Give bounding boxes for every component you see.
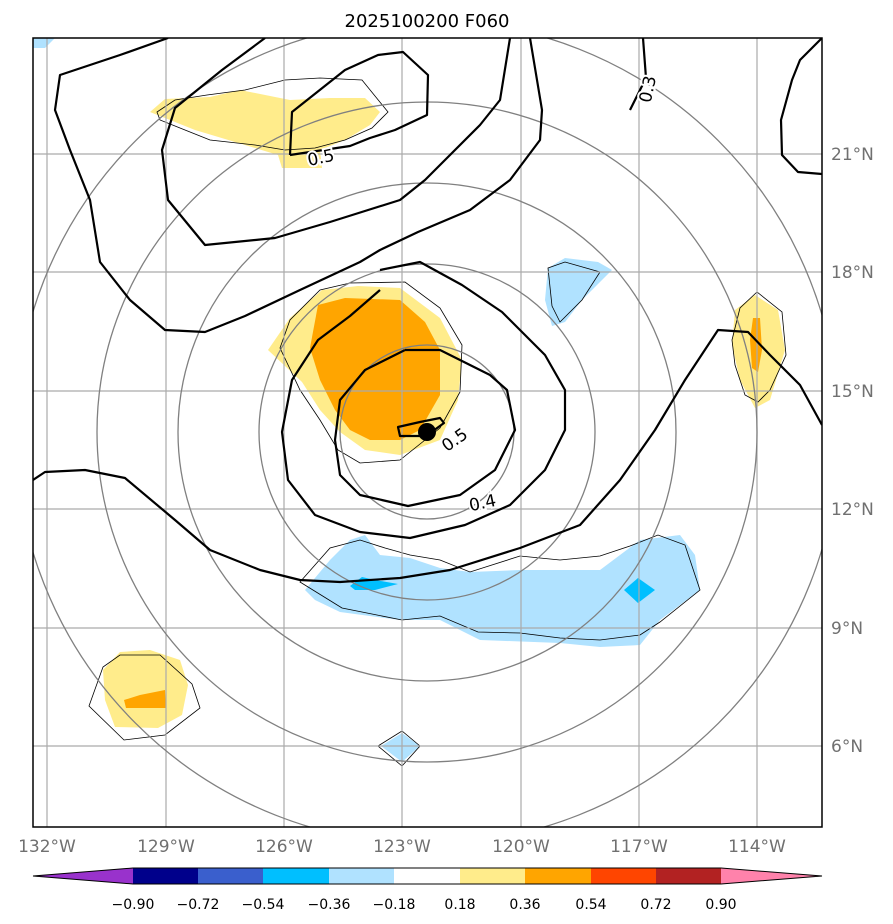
contours (33, 38, 822, 584)
colorbar-tick-label: −0.54 (242, 897, 285, 913)
outline-south (299, 534, 701, 641)
y-tick-label: 18°N (831, 263, 874, 283)
shade-orange-center (310, 298, 440, 440)
outline-east (731, 291, 787, 403)
colorbar-segment (591, 868, 656, 884)
colorbar-segment (656, 868, 721, 884)
shade-blue-corner (33, 38, 55, 48)
colorbar-outline (32, 867, 823, 885)
outline-ne (547, 261, 601, 323)
shade-blue-ne (545, 258, 612, 326)
colorbar-tick-label: −0.18 (373, 897, 416, 913)
contour-0.4-ring (280, 260, 567, 540)
contour-0.4-upper-right (779, 38, 822, 176)
x-tick-label: 120°W (492, 837, 550, 857)
contour-label-text: 0.5 (306, 146, 337, 171)
storm-center-marker (418, 423, 436, 441)
x-tick-label: 126°W (255, 837, 313, 857)
x-tick-label: 132°W (18, 837, 76, 857)
colorbar-segment (460, 868, 525, 884)
shade-blue-south (305, 535, 700, 647)
colorbar-tick-label: 0.18 (444, 897, 475, 913)
contour-0.5-north (160, 38, 512, 247)
map-frame (32, 37, 823, 828)
colorbar-segment (133, 868, 198, 884)
colorbar-segment (329, 868, 394, 884)
shade-blue-small-south (381, 733, 420, 762)
shade-yellow-sw (103, 650, 188, 728)
range-ring-2 (258, 263, 596, 601)
colorbar-tick-label: 0.90 (705, 897, 736, 913)
shade-orange-sw (124, 690, 166, 708)
shade-orange-east (750, 318, 762, 372)
y-tick-label: 9°N (831, 619, 863, 639)
colorbar-extend-left (33, 868, 133, 884)
colorbar-tick-label: 0.36 (509, 897, 540, 913)
y-tick-label: 6°N (831, 737, 863, 757)
colorbar-tick-label: −0.90 (112, 897, 155, 913)
shaded-fields (33, 38, 785, 762)
y-tick-label: 15°N (831, 382, 874, 402)
y-tick-label: 21°N (831, 145, 874, 165)
colorbar-extend-right (721, 868, 822, 884)
colorbar-segment (198, 868, 263, 884)
contour-0.3-right (629, 38, 648, 111)
x-tick-label: 114°W (728, 837, 786, 857)
x-axis: 132°W 129°W 126°W 123°W 120°W 117°W 114°… (18, 837, 786, 857)
graticule (33, 38, 822, 827)
map-area: 0.30.50.50.4 (33, 38, 822, 827)
contour-0.4-north-inner (288, 50, 430, 157)
colorbar-segment (263, 868, 329, 884)
contour-0.6-core (396, 416, 446, 438)
outline-north (156, 77, 389, 151)
colorbar-tick-label: 0.72 (640, 897, 671, 913)
contour-0.3-upper (53, 38, 544, 334)
x-tick-label: 123°W (373, 837, 431, 857)
x-tick-label: 117°W (610, 837, 668, 857)
colorbar (32, 867, 823, 885)
outline-center (279, 281, 463, 464)
colorbar-segment (394, 868, 460, 884)
x-tick-label: 129°W (137, 837, 195, 857)
chart-title: 2025100200 F060 (345, 11, 510, 32)
contour-0.3-lower (33, 328, 822, 584)
y-tick-label: 12°N (831, 500, 874, 520)
y-axis: 6°N 9°N 12°N 15°N 18°N 21°N (831, 145, 874, 757)
colorbar-ticks: −0.90 −0.72 −0.54 −0.36 −0.18 0.18 0.36 … (112, 897, 737, 913)
outline-sw (88, 654, 201, 741)
colorbar-segment (525, 868, 591, 884)
colorbar-tick-label: −0.72 (177, 897, 220, 913)
colorbar-tick-label: 0.54 (575, 897, 606, 913)
range-ring-3 (177, 182, 677, 682)
contour-label-text: 0.3 (636, 74, 661, 105)
colorbar-tick-label: −0.36 (308, 897, 351, 913)
shade-yellow-north (150, 90, 380, 168)
contour-0.5-inner (333, 348, 517, 508)
